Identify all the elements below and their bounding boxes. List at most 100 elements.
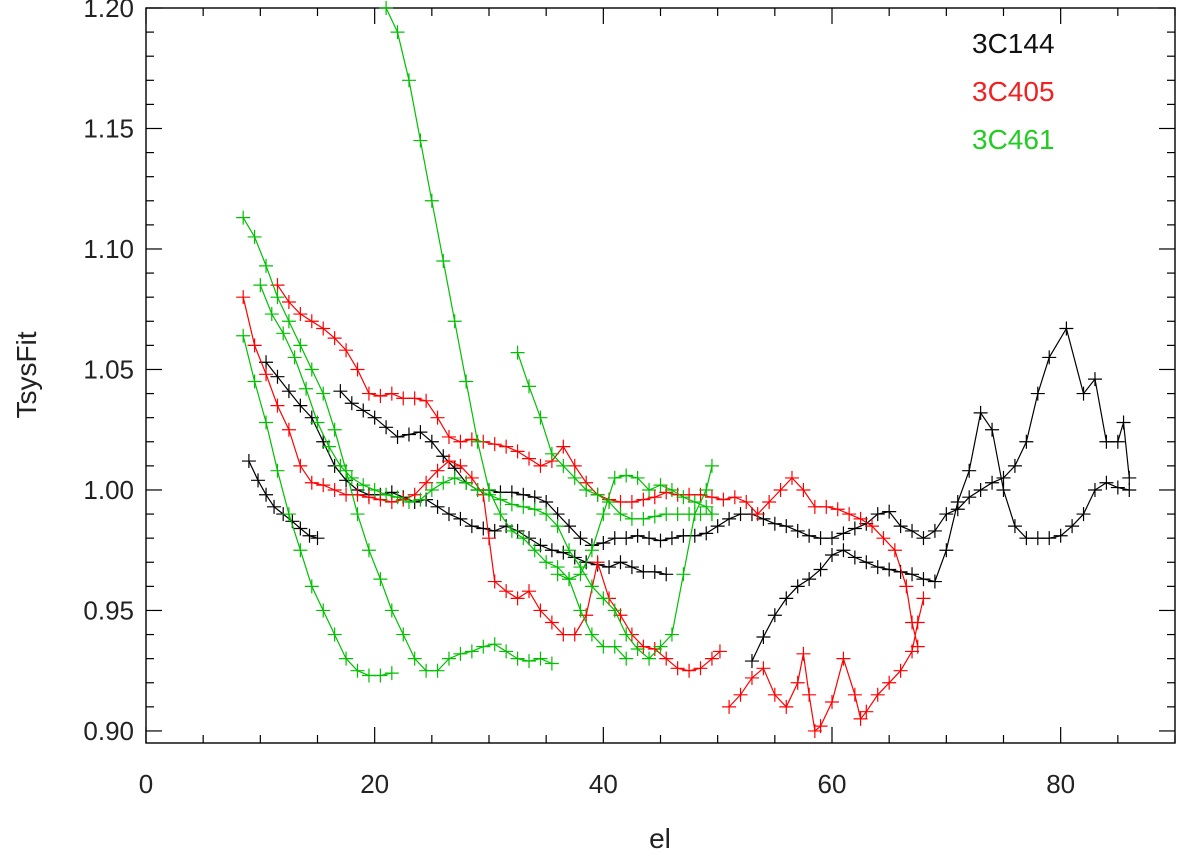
data-point: [699, 526, 714, 541]
data-point: [825, 531, 839, 546]
data-point: [596, 591, 611, 606]
data-point: [682, 663, 697, 678]
data-point: [430, 663, 445, 678]
data-point: [441, 454, 456, 469]
data-point: [373, 668, 388, 683]
data-point: [333, 458, 348, 473]
data-point: [304, 362, 319, 377]
data-point: [259, 367, 274, 382]
data-point: [270, 398, 285, 413]
data-point: [836, 543, 851, 558]
data-point: [550, 519, 565, 534]
series-layer: [236, 1, 1137, 738]
data-point: [316, 386, 331, 401]
data-point: [499, 584, 514, 599]
data-point: [664, 627, 679, 642]
data-point: [836, 526, 851, 541]
data-point: [464, 644, 479, 659]
data-point: [424, 193, 439, 208]
data-point: [510, 444, 525, 459]
data-point: [1087, 482, 1102, 497]
data-point: [350, 663, 365, 678]
data-point: [510, 345, 525, 360]
data-point: [773, 482, 788, 497]
data-point: [373, 388, 388, 403]
data-point: [327, 627, 342, 642]
data-point: [784, 470, 799, 485]
data-point: [247, 338, 262, 353]
data-point: [419, 393, 434, 408]
data-point: [796, 646, 811, 661]
data-point: [590, 487, 605, 502]
data-point: [1053, 528, 1068, 543]
data-point: [619, 627, 634, 642]
data-point: [916, 572, 931, 587]
data-point: [567, 550, 582, 565]
data-point: [327, 331, 342, 346]
y-tick-label: 1.00: [83, 475, 134, 505]
data-point: [642, 531, 657, 546]
data-point: [510, 591, 525, 606]
data-point: [344, 396, 359, 411]
data-point: [676, 567, 691, 582]
data-point: [859, 704, 874, 719]
data-point: [653, 478, 668, 493]
data-point: [424, 434, 439, 449]
data-point: [1099, 475, 1114, 490]
data-point: [533, 458, 548, 473]
data-point: [276, 326, 291, 341]
data-point: [1059, 321, 1074, 336]
y-tick-label: 1.05: [83, 354, 134, 384]
data-point: [779, 519, 794, 534]
series-line: [242, 335, 392, 677]
data-point: [882, 562, 897, 577]
data-point: [567, 470, 582, 485]
data-point: [384, 603, 399, 618]
data-point: [985, 422, 1000, 437]
data-point: [270, 369, 285, 384]
data-point: [390, 429, 405, 444]
data-point: [744, 654, 759, 669]
data-point: [527, 490, 542, 505]
data-point: [905, 644, 920, 659]
data-point: [333, 384, 348, 399]
data-point: [802, 687, 817, 702]
data-point: [430, 463, 445, 478]
data-point: [659, 567, 674, 582]
y-tick-label: 1.15: [83, 113, 134, 143]
data-point: [253, 278, 268, 293]
data-point: [973, 405, 988, 420]
data-point: [539, 507, 554, 522]
data-point: [699, 482, 714, 497]
data-point: [607, 470, 622, 485]
data-point: [1076, 507, 1091, 522]
legend-entry-3c461: 3C461: [972, 124, 1055, 155]
data-point: [693, 661, 708, 676]
data-point: [522, 379, 537, 394]
data-point: [870, 560, 885, 575]
data-point: [1007, 458, 1022, 473]
data-point: [453, 434, 468, 449]
data-point: [304, 475, 319, 490]
data-point: [304, 579, 319, 594]
data-point: [379, 487, 394, 502]
series-line: [242, 297, 721, 672]
data-point: [910, 615, 925, 630]
series-line: [242, 217, 553, 672]
legend-entry-3c144: 3C144: [972, 28, 1055, 59]
data-point: [996, 482, 1011, 497]
data-point: [419, 475, 434, 490]
data-point: [299, 381, 314, 396]
legend: 3C144 3C405 3C461: [972, 28, 1055, 155]
data-point: [562, 572, 577, 587]
data-point: [573, 531, 588, 546]
data-point: [384, 666, 399, 681]
data-point: [361, 386, 376, 401]
data-point: [504, 485, 519, 500]
data-point: [847, 687, 862, 702]
data-point: [373, 572, 388, 587]
data-point: [310, 415, 325, 430]
data-point: [962, 490, 977, 505]
data-point: [584, 579, 599, 594]
data-point: [504, 523, 519, 538]
